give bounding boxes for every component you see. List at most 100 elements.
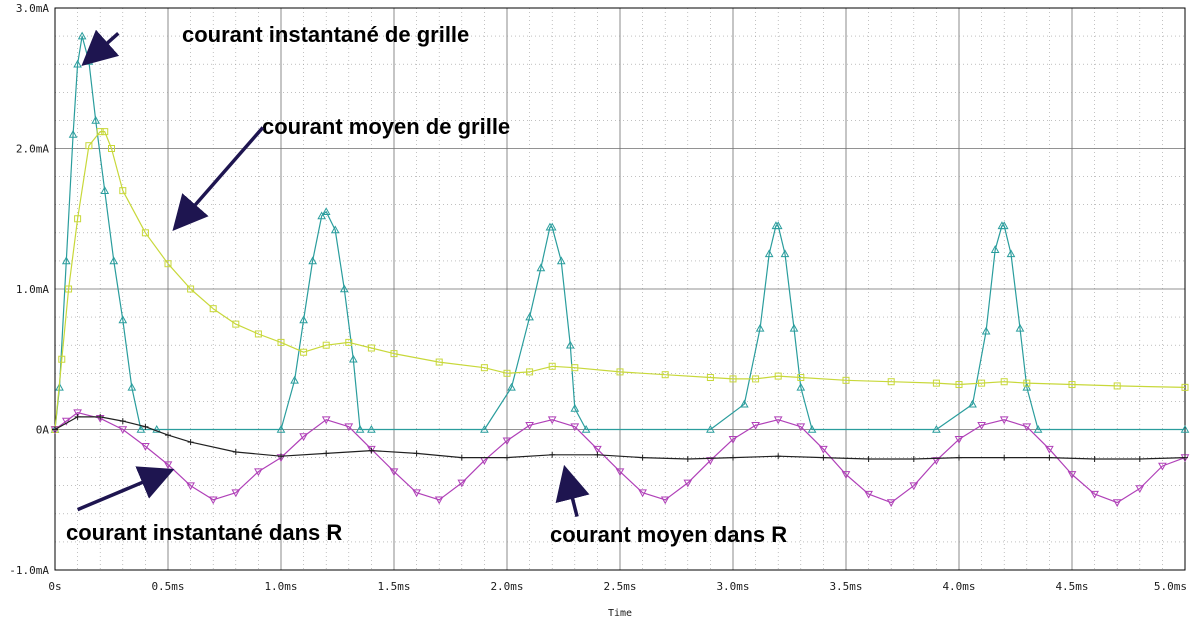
data-point	[1113, 382, 1121, 390]
data-point	[209, 305, 217, 313]
y-tick-label: 0A	[36, 424, 50, 437]
data-point	[141, 229, 149, 237]
data-point	[231, 489, 241, 498]
data-point	[187, 285, 195, 293]
data-point	[165, 432, 171, 439]
data-point	[1001, 454, 1008, 461]
data-point	[118, 426, 128, 435]
annotation-label: courant moyen de grille	[262, 114, 510, 139]
data-point	[1068, 381, 1076, 389]
data-point	[278, 453, 284, 460]
data-point	[61, 417, 71, 426]
data-point	[52, 426, 58, 433]
data-point	[999, 416, 1009, 425]
data-point	[96, 128, 104, 136]
data-point	[796, 382, 806, 391]
data-point	[73, 409, 82, 418]
data-point	[1182, 454, 1188, 461]
data-point	[355, 424, 365, 433]
data-point	[526, 368, 534, 376]
data-point	[728, 436, 738, 444]
data-point	[323, 450, 330, 457]
series-grid_average	[51, 128, 1189, 433]
data-point	[458, 454, 465, 461]
data-point	[1000, 378, 1008, 386]
x-tick-label: 3.5ms	[829, 580, 862, 593]
data-point	[187, 439, 194, 446]
data-point	[317, 211, 327, 220]
data-point	[1158, 462, 1167, 471]
data-point	[504, 454, 510, 461]
data-point	[55, 382, 64, 391]
data-point	[910, 456, 917, 463]
data-point	[1006, 249, 1016, 258]
annotation-a3: courant instantané dans R	[66, 466, 342, 545]
data-point	[638, 489, 647, 498]
data-point	[909, 482, 919, 491]
data-point	[796, 423, 806, 432]
data-point	[68, 129, 78, 138]
data-point	[152, 424, 162, 433]
data-point	[981, 326, 991, 335]
data-point	[729, 375, 737, 383]
data-point	[570, 423, 580, 432]
data-point	[886, 499, 896, 508]
data-point	[549, 451, 556, 458]
data-point	[797, 374, 805, 382]
data-point	[864, 490, 873, 499]
data-point	[616, 368, 624, 376]
data-point	[751, 421, 760, 430]
data-point	[457, 479, 467, 488]
annotations: courant instantané de grille courant moye…	[66, 22, 787, 547]
data-point	[773, 416, 783, 425]
data-point	[507, 382, 516, 391]
x-tick-label: 4.5ms	[1055, 580, 1088, 593]
annotation-label: courant instantané de grille	[182, 22, 469, 47]
data-point	[820, 454, 827, 461]
series-line-grid_average	[54, 131, 1186, 430]
data-point	[525, 421, 534, 430]
data-point	[752, 375, 760, 383]
data-point	[990, 245, 1000, 253]
data-point	[299, 315, 308, 324]
data-point	[968, 399, 977, 408]
data-point	[1180, 424, 1190, 433]
data-point	[932, 424, 941, 433]
annotation-arrow	[81, 29, 120, 67]
data-point	[74, 413, 81, 420]
data-point	[706, 457, 715, 465]
data-point	[308, 256, 317, 265]
data-point	[74, 215, 82, 223]
series-grid_instant	[50, 31, 1190, 433]
y-tick-label: -1.0mA	[9, 564, 49, 577]
data-point	[565, 340, 575, 349]
data-point	[932, 379, 940, 387]
data-point	[321, 416, 331, 425]
data-point	[764, 249, 774, 258]
data-point	[344, 423, 354, 432]
data-point	[755, 323, 765, 332]
data-point	[367, 445, 376, 454]
series-line-r_instant	[54, 412, 1186, 504]
data-point	[780, 249, 790, 258]
annotation-a2: courant moyen de grille	[172, 114, 510, 232]
data-point	[956, 454, 962, 461]
data-point	[819, 445, 828, 454]
data-point	[100, 186, 110, 194]
data-point	[683, 479, 693, 488]
data-point	[321, 207, 331, 216]
data-point	[556, 256, 566, 265]
data-point	[277, 338, 285, 346]
data-point	[807, 424, 817, 433]
x-tick-label: 1.0ms	[264, 580, 297, 593]
data-point	[254, 468, 263, 477]
data-point	[502, 437, 512, 446]
data-point	[661, 371, 669, 379]
data-point	[390, 350, 398, 358]
data-point	[503, 369, 511, 377]
data-point	[108, 145, 115, 152]
x-tick-label: 0.5ms	[151, 580, 184, 593]
data-point	[435, 358, 443, 366]
data-point	[480, 364, 488, 372]
